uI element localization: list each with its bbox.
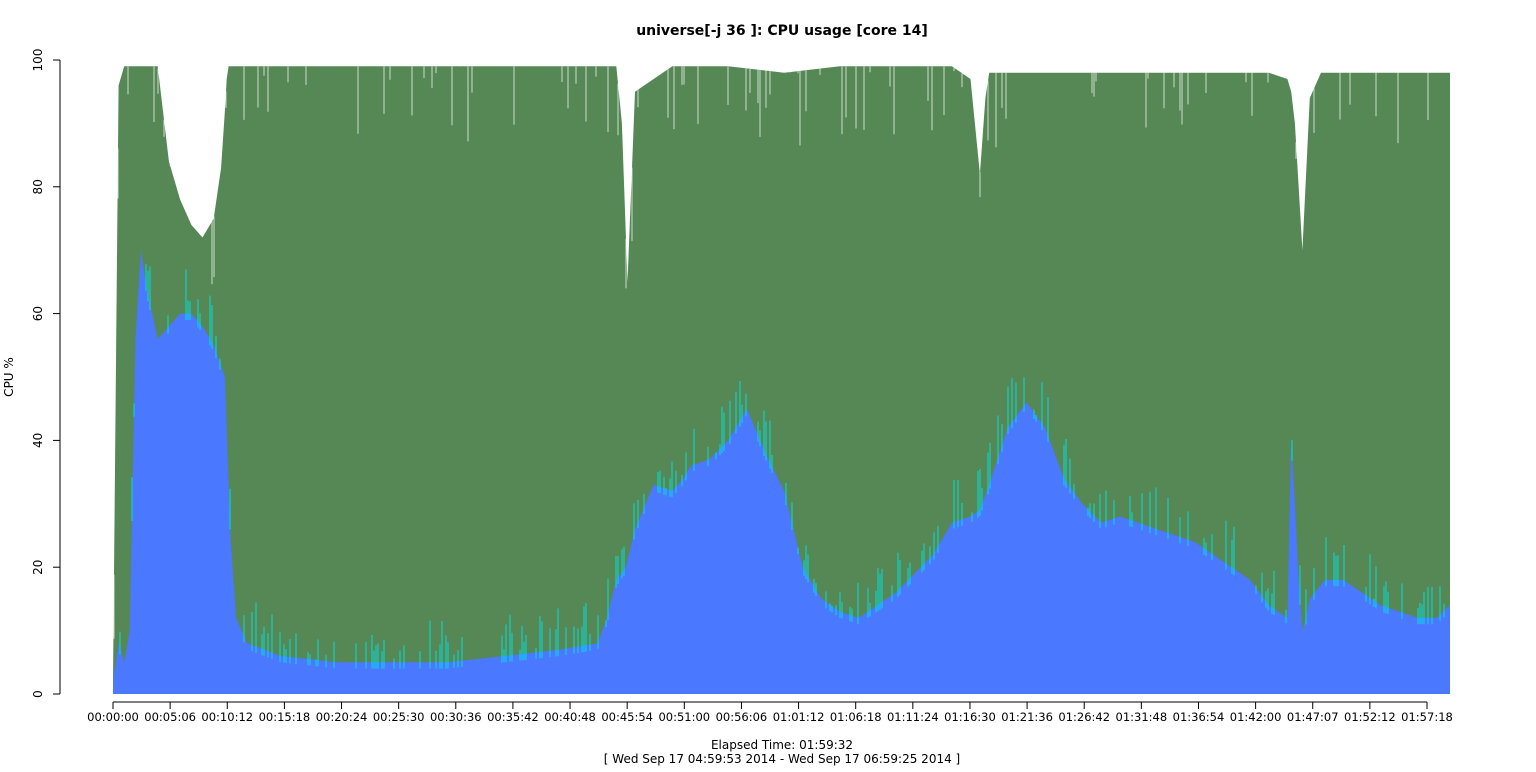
- plot-area: [113, 66, 1450, 695]
- y-tick-label: 0: [31, 690, 45, 698]
- series-texture: [113, 66, 1445, 669]
- x-tick-label: 00:35:42: [487, 710, 539, 724]
- x-tick-label: 01:47:07: [1287, 710, 1339, 724]
- x-axis-label: Elapsed Time: 01:59:32: [711, 738, 853, 752]
- x-tick-label: 01:21:36: [1001, 710, 1053, 724]
- x-tick-label: 01:16:30: [944, 710, 996, 724]
- x-tick-label: 00:51:00: [658, 710, 710, 724]
- x-tick-label: 01:42:00: [1230, 710, 1282, 724]
- chart-date-range: [ Wed Sep 17 04:59:53 2014 - Wed Sep 17 …: [604, 752, 960, 766]
- x-tick-label: 00:30:36: [430, 710, 482, 724]
- y-tick-label: 80: [31, 179, 45, 194]
- x-tick-label: 00:20:24: [316, 710, 368, 724]
- x-tick-label: 01:11:24: [887, 710, 939, 724]
- y-axis-label: CPU %: [2, 357, 16, 397]
- chart-title: universe[-j 36 ]: CPU usage [core 14]: [636, 23, 928, 39]
- x-tick-label: 01:26:42: [1058, 710, 1110, 724]
- x-tick-label: 01:31:48: [1116, 710, 1168, 724]
- x-tick-label: 00:56:06: [716, 710, 768, 724]
- x-tick-label: 00:15:18: [259, 710, 311, 724]
- series-area-user: [113, 250, 1450, 694]
- y-tick-label: 100: [31, 49, 45, 72]
- x-tick-label: 00:00:00: [87, 710, 139, 724]
- x-tick-label: 01:01:12: [773, 710, 825, 724]
- y-tick-label: 40: [31, 433, 45, 448]
- axes: 0 20 40 60 80 100 00:00:00 00:05:06 00:10:12 00:1…: [31, 49, 1453, 724]
- x-tick-label: 00:10:12: [201, 710, 253, 724]
- x-tick-label: 00:40:48: [544, 710, 596, 724]
- x-tick-label: 01:52:12: [1344, 710, 1396, 724]
- x-tick-label: 01:36:54: [1173, 710, 1225, 724]
- y-tick-label: 60: [31, 306, 45, 321]
- x-tick-label: 00:05:06: [144, 710, 196, 724]
- x-tick-label: 00:25:30: [373, 710, 425, 724]
- x-tick-label: 01:06:18: [830, 710, 882, 724]
- x-tick-label: 00:45:54: [601, 710, 653, 724]
- x-tick-label: 01:57:18: [1401, 710, 1453, 724]
- y-tick-label: 20: [31, 560, 45, 575]
